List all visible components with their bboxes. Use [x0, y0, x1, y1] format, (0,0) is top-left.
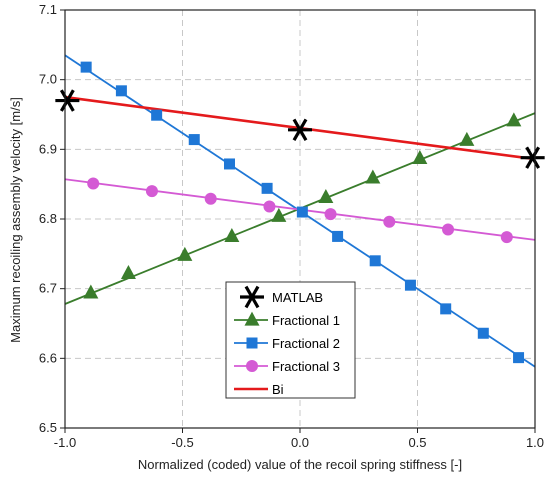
- data-point: [365, 169, 381, 184]
- legend-entry: Fractional 1: [234, 311, 340, 328]
- data-point: [271, 207, 287, 222]
- legend-entry: MATLAB: [240, 285, 323, 309]
- data-point: [296, 206, 308, 218]
- y-tick-label: 7.0: [39, 72, 57, 87]
- data-point: [383, 215, 396, 228]
- x-tick-label: -0.5: [171, 435, 193, 450]
- asterisk-stroke: [244, 285, 260, 309]
- data-point: [500, 231, 513, 244]
- data-point: [246, 360, 258, 372]
- data-point: [55, 89, 80, 112]
- tick-labels: -1.0 -0.5 0.0 0.5 1.0 6.5 6.6 6.7 6.8 6.9 7.0 7.1: [39, 2, 544, 450]
- y-axis-label: Maximum recoiling assembly velocity [m/s…: [8, 97, 23, 343]
- data-point: [404, 279, 416, 291]
- data-point: [80, 61, 92, 73]
- y-tick-label: 7.1: [39, 2, 57, 17]
- data-point: [506, 112, 522, 127]
- data-point: [151, 109, 163, 121]
- data-point: [477, 327, 489, 339]
- data-point: [188, 134, 200, 146]
- data-point: [244, 311, 260, 326]
- y-tick-label: 6.6: [39, 350, 57, 365]
- data-point: [288, 118, 312, 142]
- x-tick-label: 1.0: [526, 435, 544, 450]
- data-point: [115, 85, 127, 97]
- x-tick-label: -1.0: [54, 435, 76, 450]
- data-point: [83, 284, 99, 299]
- legend: MATLAB Fractional 1 Fractional 2 Fractional…: [225, 281, 356, 399]
- data-point: [263, 200, 276, 213]
- asterisk-stroke: [292, 118, 308, 142]
- data-point: [224, 158, 235, 170]
- data-point: [240, 285, 264, 309]
- data-point: [177, 246, 193, 261]
- data-point: [412, 149, 428, 164]
- axes: [60, 9, 536, 433]
- legend-label: Fractional 1: [272, 313, 340, 328]
- legend-entry: Bi: [234, 382, 284, 397]
- data-point: [369, 255, 381, 267]
- x-tick-label: 0.5: [408, 435, 426, 450]
- data-point: [513, 352, 525, 364]
- legend-label: Fractional 2: [272, 336, 340, 351]
- data-point: [87, 177, 100, 190]
- y-tick-label: 6.7: [39, 281, 57, 296]
- y-tick-label: 6.8: [39, 211, 57, 226]
- data-point: [261, 182, 273, 194]
- data-point: [224, 228, 240, 243]
- legend-entry: Fractional 2: [234, 336, 340, 351]
- legend-label: Fractional 3: [272, 359, 340, 374]
- x-tick-label: 0.0: [291, 435, 309, 450]
- series-markers: [55, 61, 545, 364]
- data-point: [204, 192, 217, 205]
- legend-label: Bi: [272, 382, 284, 397]
- data-point: [440, 303, 452, 315]
- data-point: [120, 264, 136, 279]
- data-point: [145, 185, 158, 198]
- x-axis-label: Normalized (coded) value of the recoil s…: [138, 457, 462, 472]
- series-markers-fractional-2: [80, 61, 525, 364]
- y-tick-label: 6.9: [39, 141, 57, 156]
- data-point: [332, 230, 344, 242]
- legend-label: MATLAB: [272, 290, 323, 305]
- data-point: [246, 337, 258, 349]
- data-point: [459, 131, 475, 146]
- data-point: [318, 189, 334, 204]
- asterisk-stroke: [59, 89, 75, 112]
- asterisk-stroke: [525, 146, 541, 169]
- y-tick-label: 6.5: [39, 420, 57, 435]
- series-markers-fractional-3: [87, 177, 513, 244]
- legend-entry: Fractional 3: [234, 359, 340, 374]
- series-markers-fractional-1: [83, 112, 522, 299]
- data-point: [324, 208, 337, 221]
- series-markers-matlab: [55, 89, 545, 169]
- data-point: [520, 146, 545, 169]
- data-point: [442, 223, 455, 236]
